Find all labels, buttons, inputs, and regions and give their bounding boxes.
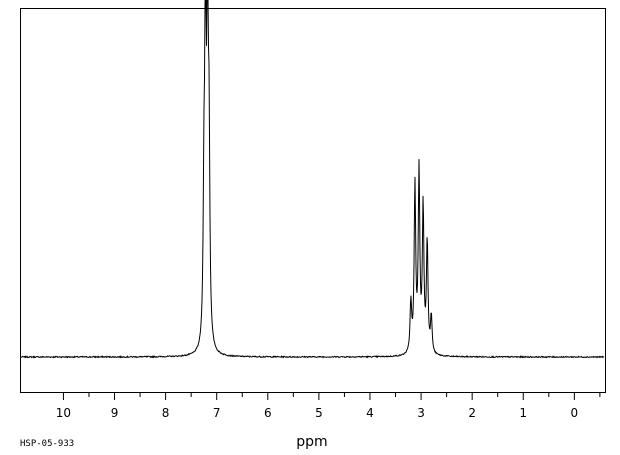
x-axis-title: ppm [296,434,327,450]
x-axis-tick-labels: 10 9 8 7 6 5 4 3 2 1 0 [56,406,578,420]
x-tick-label: 10 [56,406,71,420]
x-tick-label: 4 [366,406,374,420]
x-tick-label: 1 [519,406,527,420]
x-tick-label: 2 [468,406,476,420]
x-axis-ticks [62,392,601,400]
x-tick-label: 9 [111,406,119,420]
spectrum-trace [20,0,605,359]
x-tick-label: 7 [213,406,221,420]
x-tick-label: 3 [417,406,425,420]
plot-frame [20,8,606,393]
spectrum-code-label: HSP-05-933 [20,439,74,449]
x-tick-label: 5 [315,406,323,420]
x-tick-label: 6 [264,406,272,420]
x-tick-label: 0 [571,406,579,420]
x-tick-label: 8 [162,406,170,420]
